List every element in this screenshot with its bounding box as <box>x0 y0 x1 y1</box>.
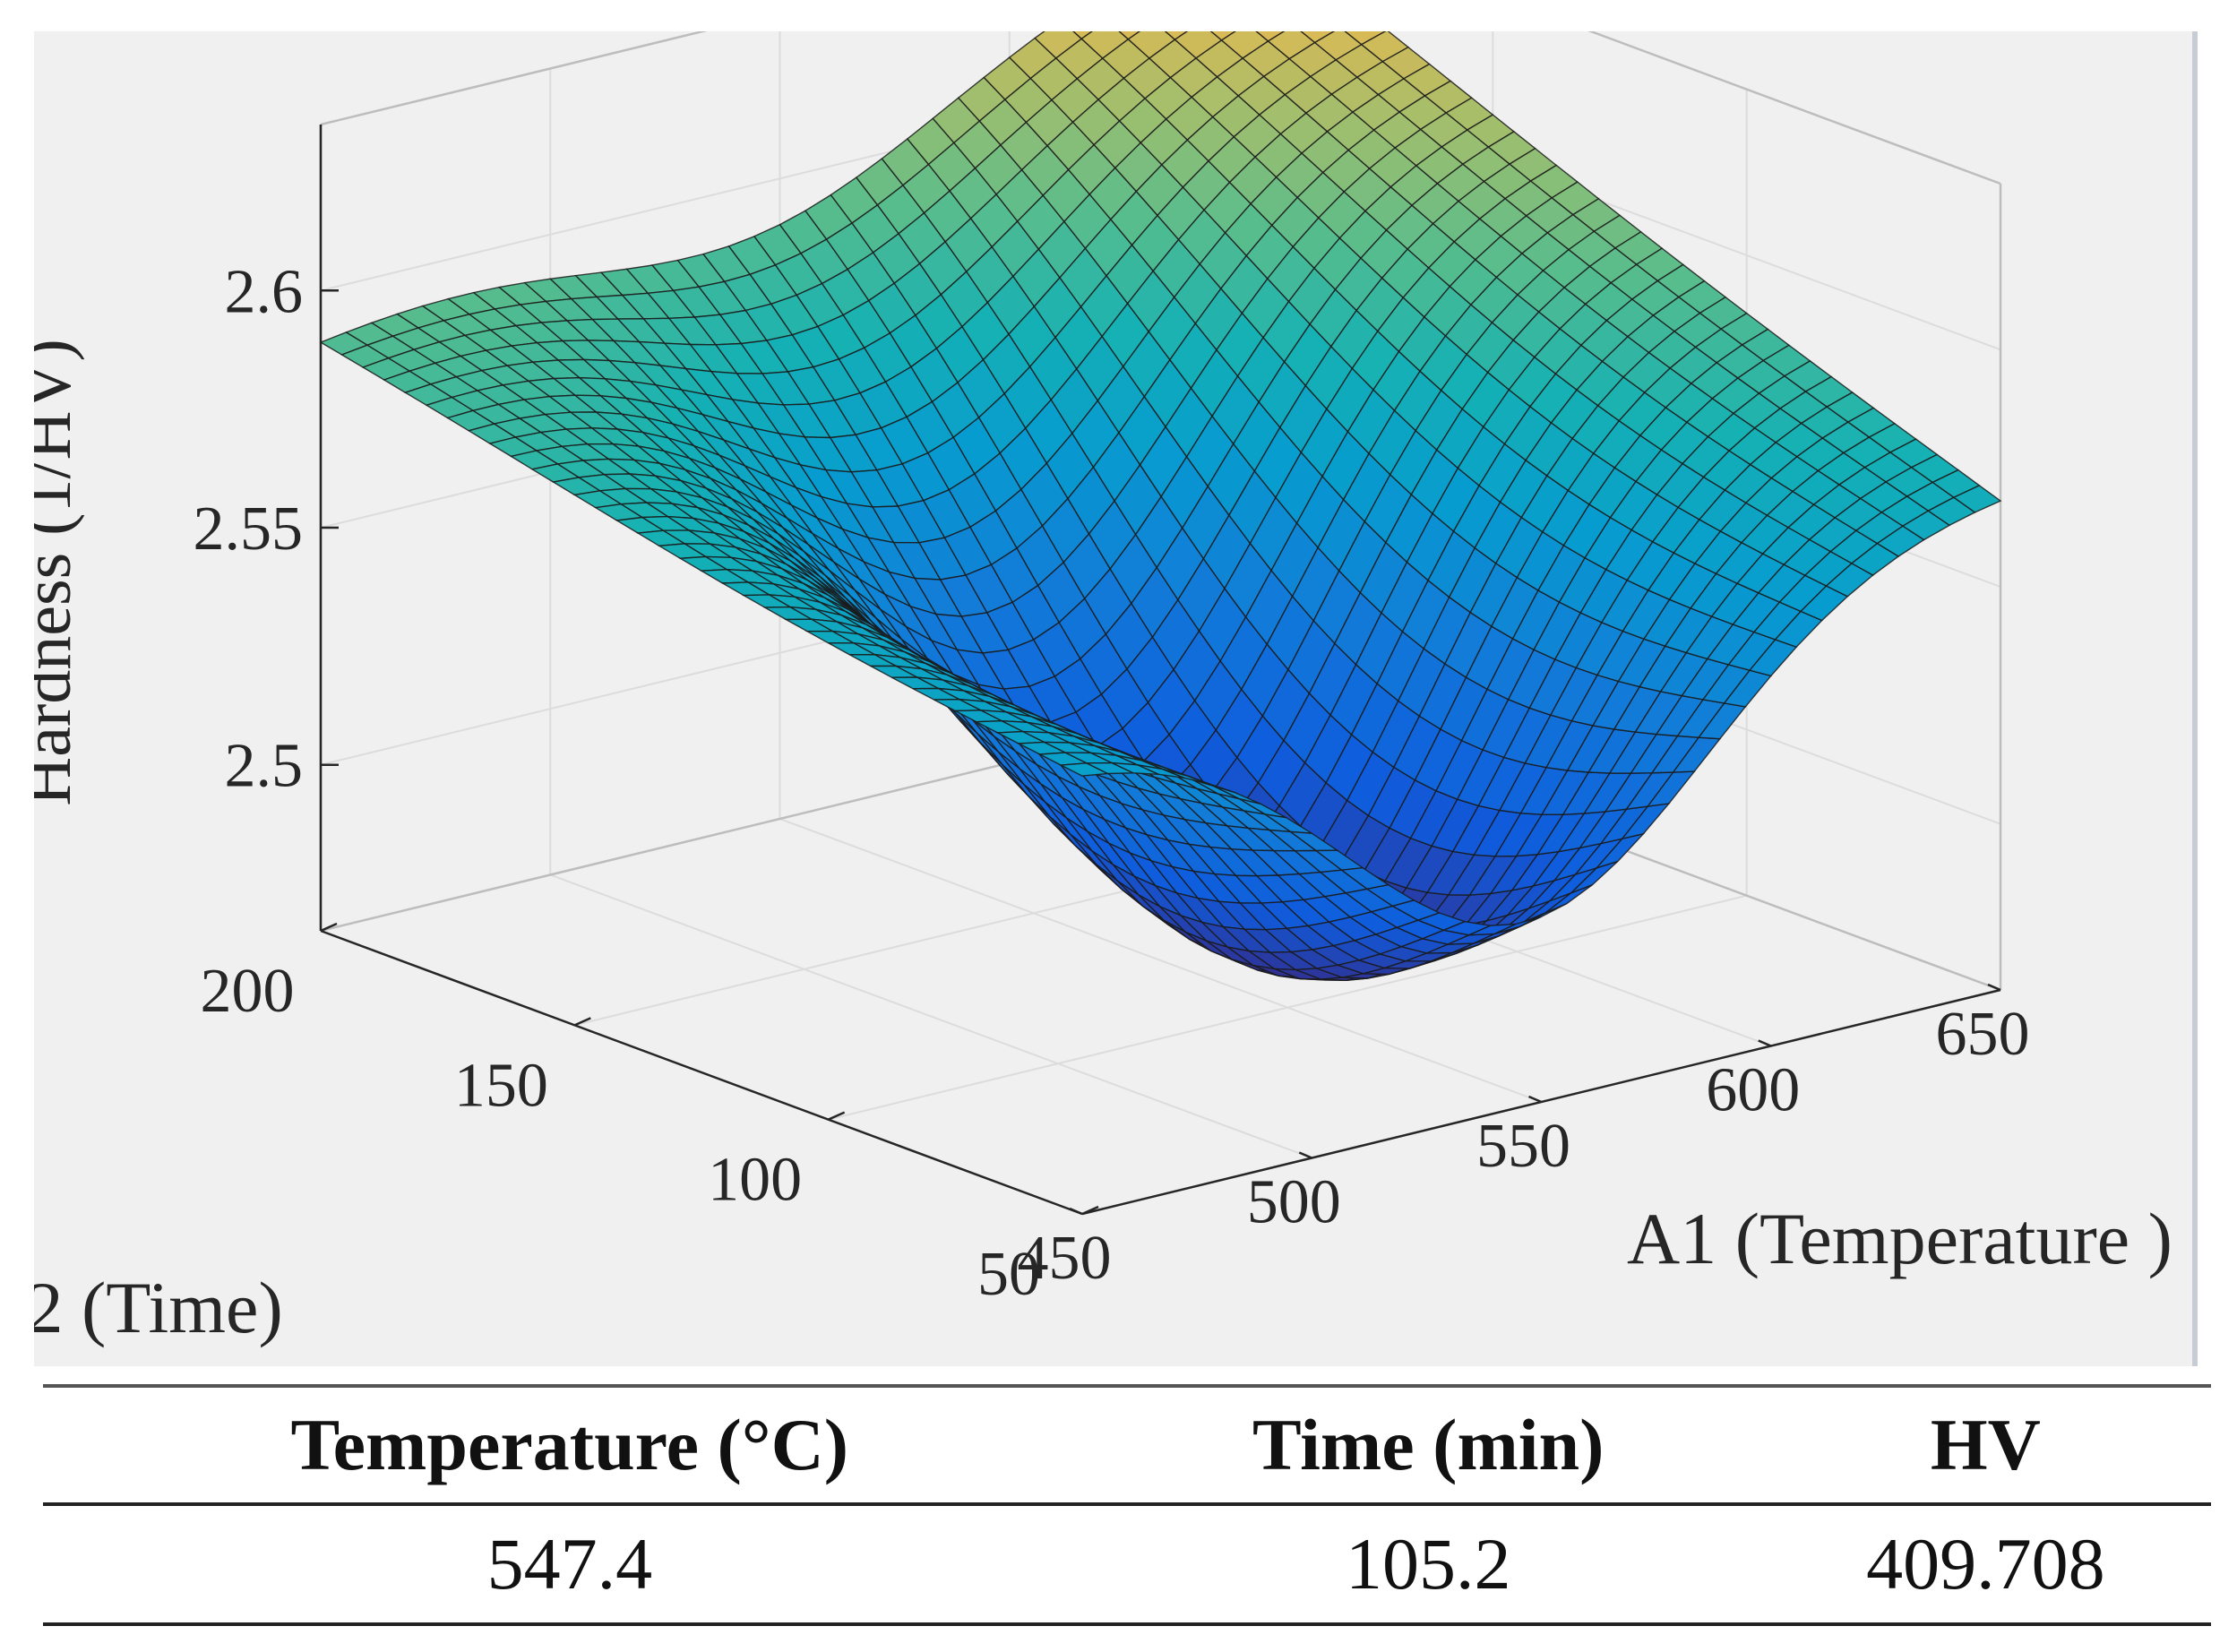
grid-line-x <box>549 873 1312 1159</box>
y-axis-label: A2 (Time) <box>34 1267 283 1348</box>
y-tick-label: 150 <box>454 1051 548 1120</box>
y-axis-line <box>320 929 1083 1216</box>
figure-edge <box>2192 31 2198 1366</box>
surface-plot: 450500550600650501001502002.52.552.6×10-… <box>34 31 2172 1348</box>
x-tick <box>1987 983 2001 992</box>
x-tick <box>1528 1095 1542 1104</box>
surface-patch <box>1209 31 1236 41</box>
z-tick-label: 2.5 <box>225 732 304 801</box>
x-tick-label: 650 <box>1936 1000 2030 1069</box>
header-time: Time (min) <box>1096 1384 1760 1506</box>
x-tick-label: 600 <box>1706 1056 1800 1125</box>
x-tick <box>1758 1039 1772 1047</box>
x-axis-label: A1 (Temperature ) <box>1627 1198 2172 1279</box>
x-tick-label: 450 <box>1018 1224 1112 1293</box>
y-tick <box>828 1111 846 1121</box>
header-hv: HV <box>1759 1384 2211 1506</box>
box-edge <box>1587 31 2001 185</box>
header-temperature: Temperature (°C) <box>43 1384 1097 1506</box>
surface-patch <box>1072 31 1094 40</box>
surface-patch <box>1118 31 1141 40</box>
surface-patch <box>1255 31 1286 42</box>
grid-line-y <box>828 894 1747 1121</box>
surface-patch <box>1952 485 2002 513</box>
y-tick <box>320 922 338 933</box>
cell-temperature: 547.4 <box>43 1504 1097 1626</box>
table-header-row: Temperature (°C) Time (min) HV <box>43 1384 2211 1506</box>
y-tick-label: 200 <box>201 957 295 1026</box>
x-tick <box>1298 1151 1312 1159</box>
z-tick-label: 2.55 <box>194 495 304 564</box>
table-row: 547.4 105.2 409.708 <box>43 1504 2211 1626</box>
y-tick-label: 100 <box>708 1146 802 1215</box>
box-edge <box>320 31 708 126</box>
cell-hv: 409.708 <box>1759 1504 2211 1626</box>
surface-plot-figure: 450500550600650501001502002.52.552.6×10-… <box>34 31 2198 1366</box>
z-tick-label: 2.6 <box>225 257 304 326</box>
surface-patch <box>1164 31 1189 41</box>
optimum-result-table: Temperature (°C) Time (min) HV 547.4 105… <box>43 1384 2211 1626</box>
x-tick-label: 500 <box>1247 1168 1341 1237</box>
grid-line-x <box>779 818 1542 1103</box>
y-tick <box>1081 1205 1099 1216</box>
y-tick <box>573 1017 591 1027</box>
x-tick <box>1069 1207 1083 1216</box>
x-tick-label: 550 <box>1476 1112 1570 1181</box>
y-tick-label: 50 <box>977 1240 1040 1309</box>
cell-time: 105.2 <box>1096 1504 1760 1626</box>
z-axis-label: Hardness (1/HV) <box>34 339 85 805</box>
